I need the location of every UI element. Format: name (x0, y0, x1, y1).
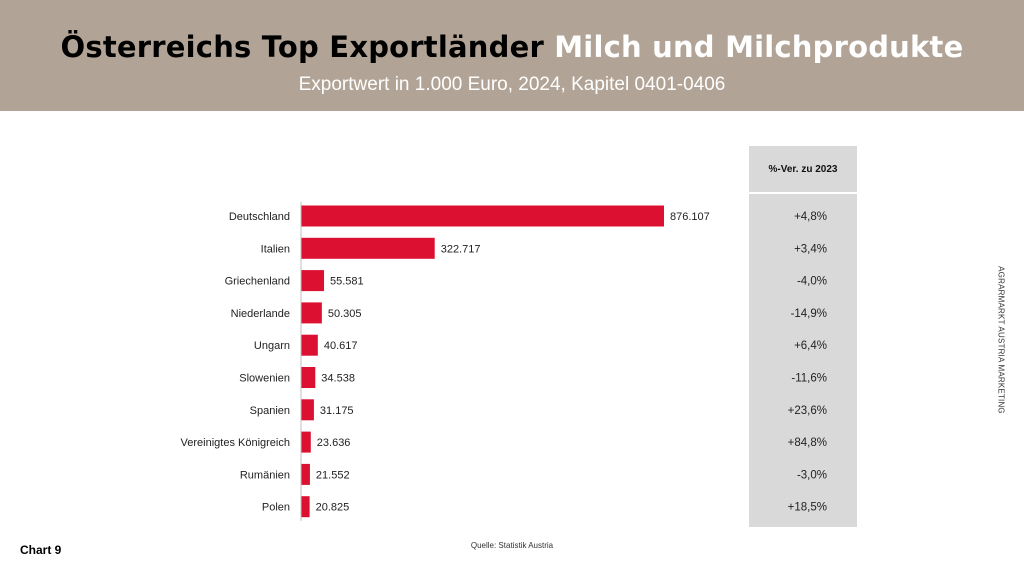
change-value: +23,6% (788, 405, 827, 417)
category-label: Polen (262, 502, 290, 514)
bar (301, 334, 318, 356)
category-label: Griechenland (225, 276, 290, 288)
category-label: Italien (261, 243, 290, 255)
category-label: Spanien (250, 405, 290, 417)
bar (301, 270, 325, 292)
bar (301, 367, 316, 388)
value-label: 21.552 (316, 469, 350, 481)
value-label: 55.581 (330, 276, 364, 288)
chart-number: Chart 9 (20, 543, 62, 557)
change-value: +3,4% (794, 243, 827, 255)
change-value: -11,6% (791, 373, 827, 385)
category-label: Deutschland (229, 211, 290, 223)
value-label: 23.636 (317, 437, 351, 449)
value-label: 20.825 (316, 502, 350, 514)
title-part-2: Milch und Milchprodukte (554, 30, 964, 64)
bar (301, 205, 664, 227)
title-part-1: Österreichs Top Exportländer (60, 30, 544, 64)
value-label: 322.717 (441, 243, 481, 255)
source-note: Quelle: Statistik Austria (470, 541, 554, 550)
bar (301, 237, 435, 259)
change-value: -4,0% (797, 276, 827, 288)
bar (301, 302, 322, 324)
value-label: 31.175 (320, 405, 354, 417)
change-value: +6,4% (794, 340, 827, 352)
bar (301, 463, 310, 485)
category-label: Rumänien (240, 469, 290, 481)
category-label: Vereinigtes Königreich (181, 437, 290, 449)
change-column-header-text: %-Ver. zu 2023 (768, 163, 838, 175)
change-value: +18,5% (788, 502, 827, 514)
page-subtitle: Exportwert in 1.000 Euro, 2024, Kapitel … (298, 74, 726, 95)
category-label: Niederlande (231, 308, 290, 320)
bar (301, 496, 310, 518)
value-label: 50.305 (328, 308, 362, 320)
category-label: Ungarn (254, 340, 290, 352)
bar (301, 431, 311, 453)
change-value: +84,8% (788, 437, 827, 449)
header-banner: Österreichs Top Exportländer Milch und M… (0, 0, 1024, 111)
page-title: Österreichs Top Exportländer Milch und M… (0, 30, 1024, 64)
change-value: -3,0% (797, 469, 827, 481)
side-credit-text: AGRARMARKT AUSTRIA MARKETING (996, 266, 1006, 414)
value-label: 34.538 (321, 373, 355, 385)
change-value: +4,8% (794, 211, 827, 223)
bar (301, 399, 314, 421)
value-label: 876.107 (670, 211, 710, 223)
change-value: -14,9% (791, 308, 827, 320)
value-label: 40.617 (324, 340, 358, 352)
category-label: Slowenien (239, 373, 290, 385)
change-column-header: %-Ver. zu 2023 (749, 146, 857, 194)
change-column-panel (749, 146, 857, 527)
